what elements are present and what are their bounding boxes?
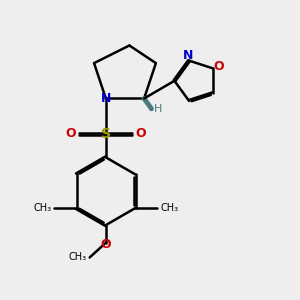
Text: N: N (182, 49, 193, 62)
Text: CH₃: CH₃ (69, 253, 87, 262)
Text: O: O (213, 60, 224, 74)
Text: O: O (100, 238, 111, 251)
Text: N: N (100, 92, 111, 105)
Text: O: O (135, 127, 146, 140)
Text: O: O (66, 127, 76, 140)
Text: H: H (154, 104, 162, 114)
Text: CH₃: CH₃ (33, 203, 52, 213)
Text: CH₃: CH₃ (160, 203, 178, 213)
Text: S: S (101, 127, 111, 141)
